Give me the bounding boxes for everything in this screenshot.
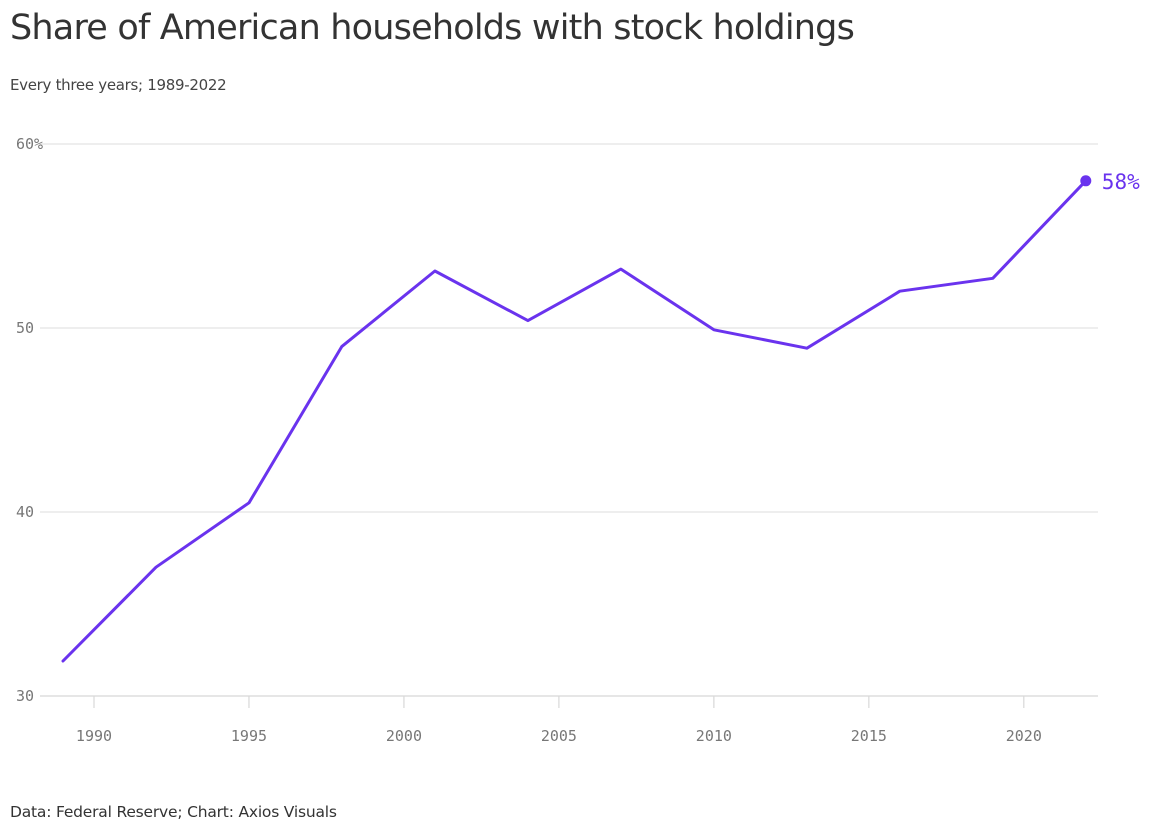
x-tick-label: 2020 — [1006, 727, 1042, 745]
chart-subtitle: Every three years; 1989-2022 — [10, 76, 227, 94]
x-tick-label: 2010 — [696, 727, 732, 745]
series-layer: 58% — [61, 170, 1140, 663]
x-tick-label: 2015 — [851, 727, 887, 745]
series-line — [61, 179, 1088, 663]
line-chart: 30 40 50 60% 1990 1995 2000 2005 2010 2015 2020 5… — [16, 135, 1140, 745]
source-note: Data: Federal Reserve; Chart: Axios Visu… — [10, 803, 337, 821]
y-axis-ticks: 30 40 50 60% — [16, 135, 43, 705]
x-axis-ticks: 1990 1995 2000 2005 2010 2015 2020 — [76, 696, 1042, 745]
x-tick-label: 2000 — [386, 727, 422, 745]
y-tick-label: 50 — [16, 319, 34, 337]
y-tick-label: 40 — [16, 503, 34, 521]
x-tick-label: 2005 — [541, 727, 577, 745]
end-value-label: 58% — [1102, 170, 1140, 194]
y-tick-label: 30 — [16, 687, 34, 705]
end-point-marker — [1080, 175, 1092, 187]
x-tick-label: 1995 — [231, 727, 267, 745]
gridlines — [40, 143, 1098, 697]
y-tick-label: 60% — [16, 135, 43, 153]
x-tick-label: 1990 — [76, 727, 112, 745]
chart-title: Share of American households with stock … — [10, 8, 855, 48]
